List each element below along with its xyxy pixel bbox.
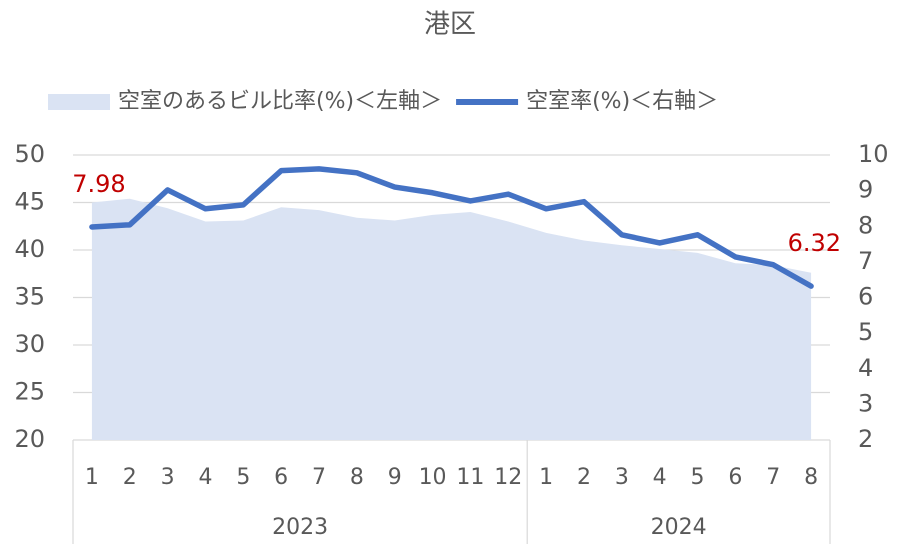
y2-tick-label: 3 <box>858 389 873 417</box>
line <box>89 166 814 289</box>
y-tick-label: 20 <box>14 425 45 453</box>
y-tick-label: 35 <box>14 283 45 311</box>
y2-tick-label: 5 <box>858 318 873 346</box>
legend-label: 空室のあるビル比率(%)＜左軸＞ <box>118 89 442 114</box>
y-tick-label: 25 <box>14 378 45 406</box>
x-tick-label: 9 <box>388 465 402 490</box>
legend-label: 空室率(%)＜右軸＞ <box>526 89 718 114</box>
x-tick-label: 8 <box>804 465 818 490</box>
x-tick-label: 2 <box>577 465 591 490</box>
area <box>91 198 812 440</box>
y2-tick-label: 7 <box>858 247 873 275</box>
x-tick-label: 5 <box>691 465 705 490</box>
y2-tick-label: 9 <box>858 176 873 204</box>
y-tick-label: 40 <box>14 235 45 263</box>
y-tick-label: 30 <box>14 330 45 358</box>
x-tick-label: 2 <box>123 465 137 490</box>
y2-tick-label: 10 <box>858 140 889 168</box>
y-tick-label: 45 <box>14 188 45 216</box>
x-tick-label: 5 <box>236 465 250 490</box>
x-tick-label: 4 <box>198 465 212 490</box>
x-tick-label: 3 <box>615 465 629 490</box>
legend-swatch <box>48 94 110 110</box>
x-tick-label: 11 <box>456 465 484 490</box>
y2-tick-label: 8 <box>858 211 873 239</box>
x-tick-label: 1 <box>85 465 99 490</box>
data-label: 6.32 <box>788 229 841 257</box>
x-tick-label: 7 <box>312 465 326 490</box>
x-tick-label: 3 <box>161 465 175 490</box>
x-tick-label: 7 <box>766 465 780 490</box>
x-tick-label: 10 <box>419 465 447 490</box>
y2-tick-label: 6 <box>858 283 873 311</box>
y-tick-label: 50 <box>14 140 45 168</box>
x-tick-label: 1 <box>539 465 553 490</box>
y2-tick-label: 2 <box>858 425 873 453</box>
x-group-label: 2024 <box>651 515 707 540</box>
chart-title: 港区 <box>424 10 476 40</box>
x-group-label: 2023 <box>272 515 328 540</box>
data-label: 7.98 <box>72 170 125 198</box>
x-tick-label: 8 <box>350 465 364 490</box>
x-tick-label: 4 <box>653 465 667 490</box>
x-tick-label: 6 <box>728 465 742 490</box>
y2-tick-label: 4 <box>858 354 873 382</box>
x-tick-label: 6 <box>274 465 288 490</box>
x-tick-label: 12 <box>494 465 522 490</box>
